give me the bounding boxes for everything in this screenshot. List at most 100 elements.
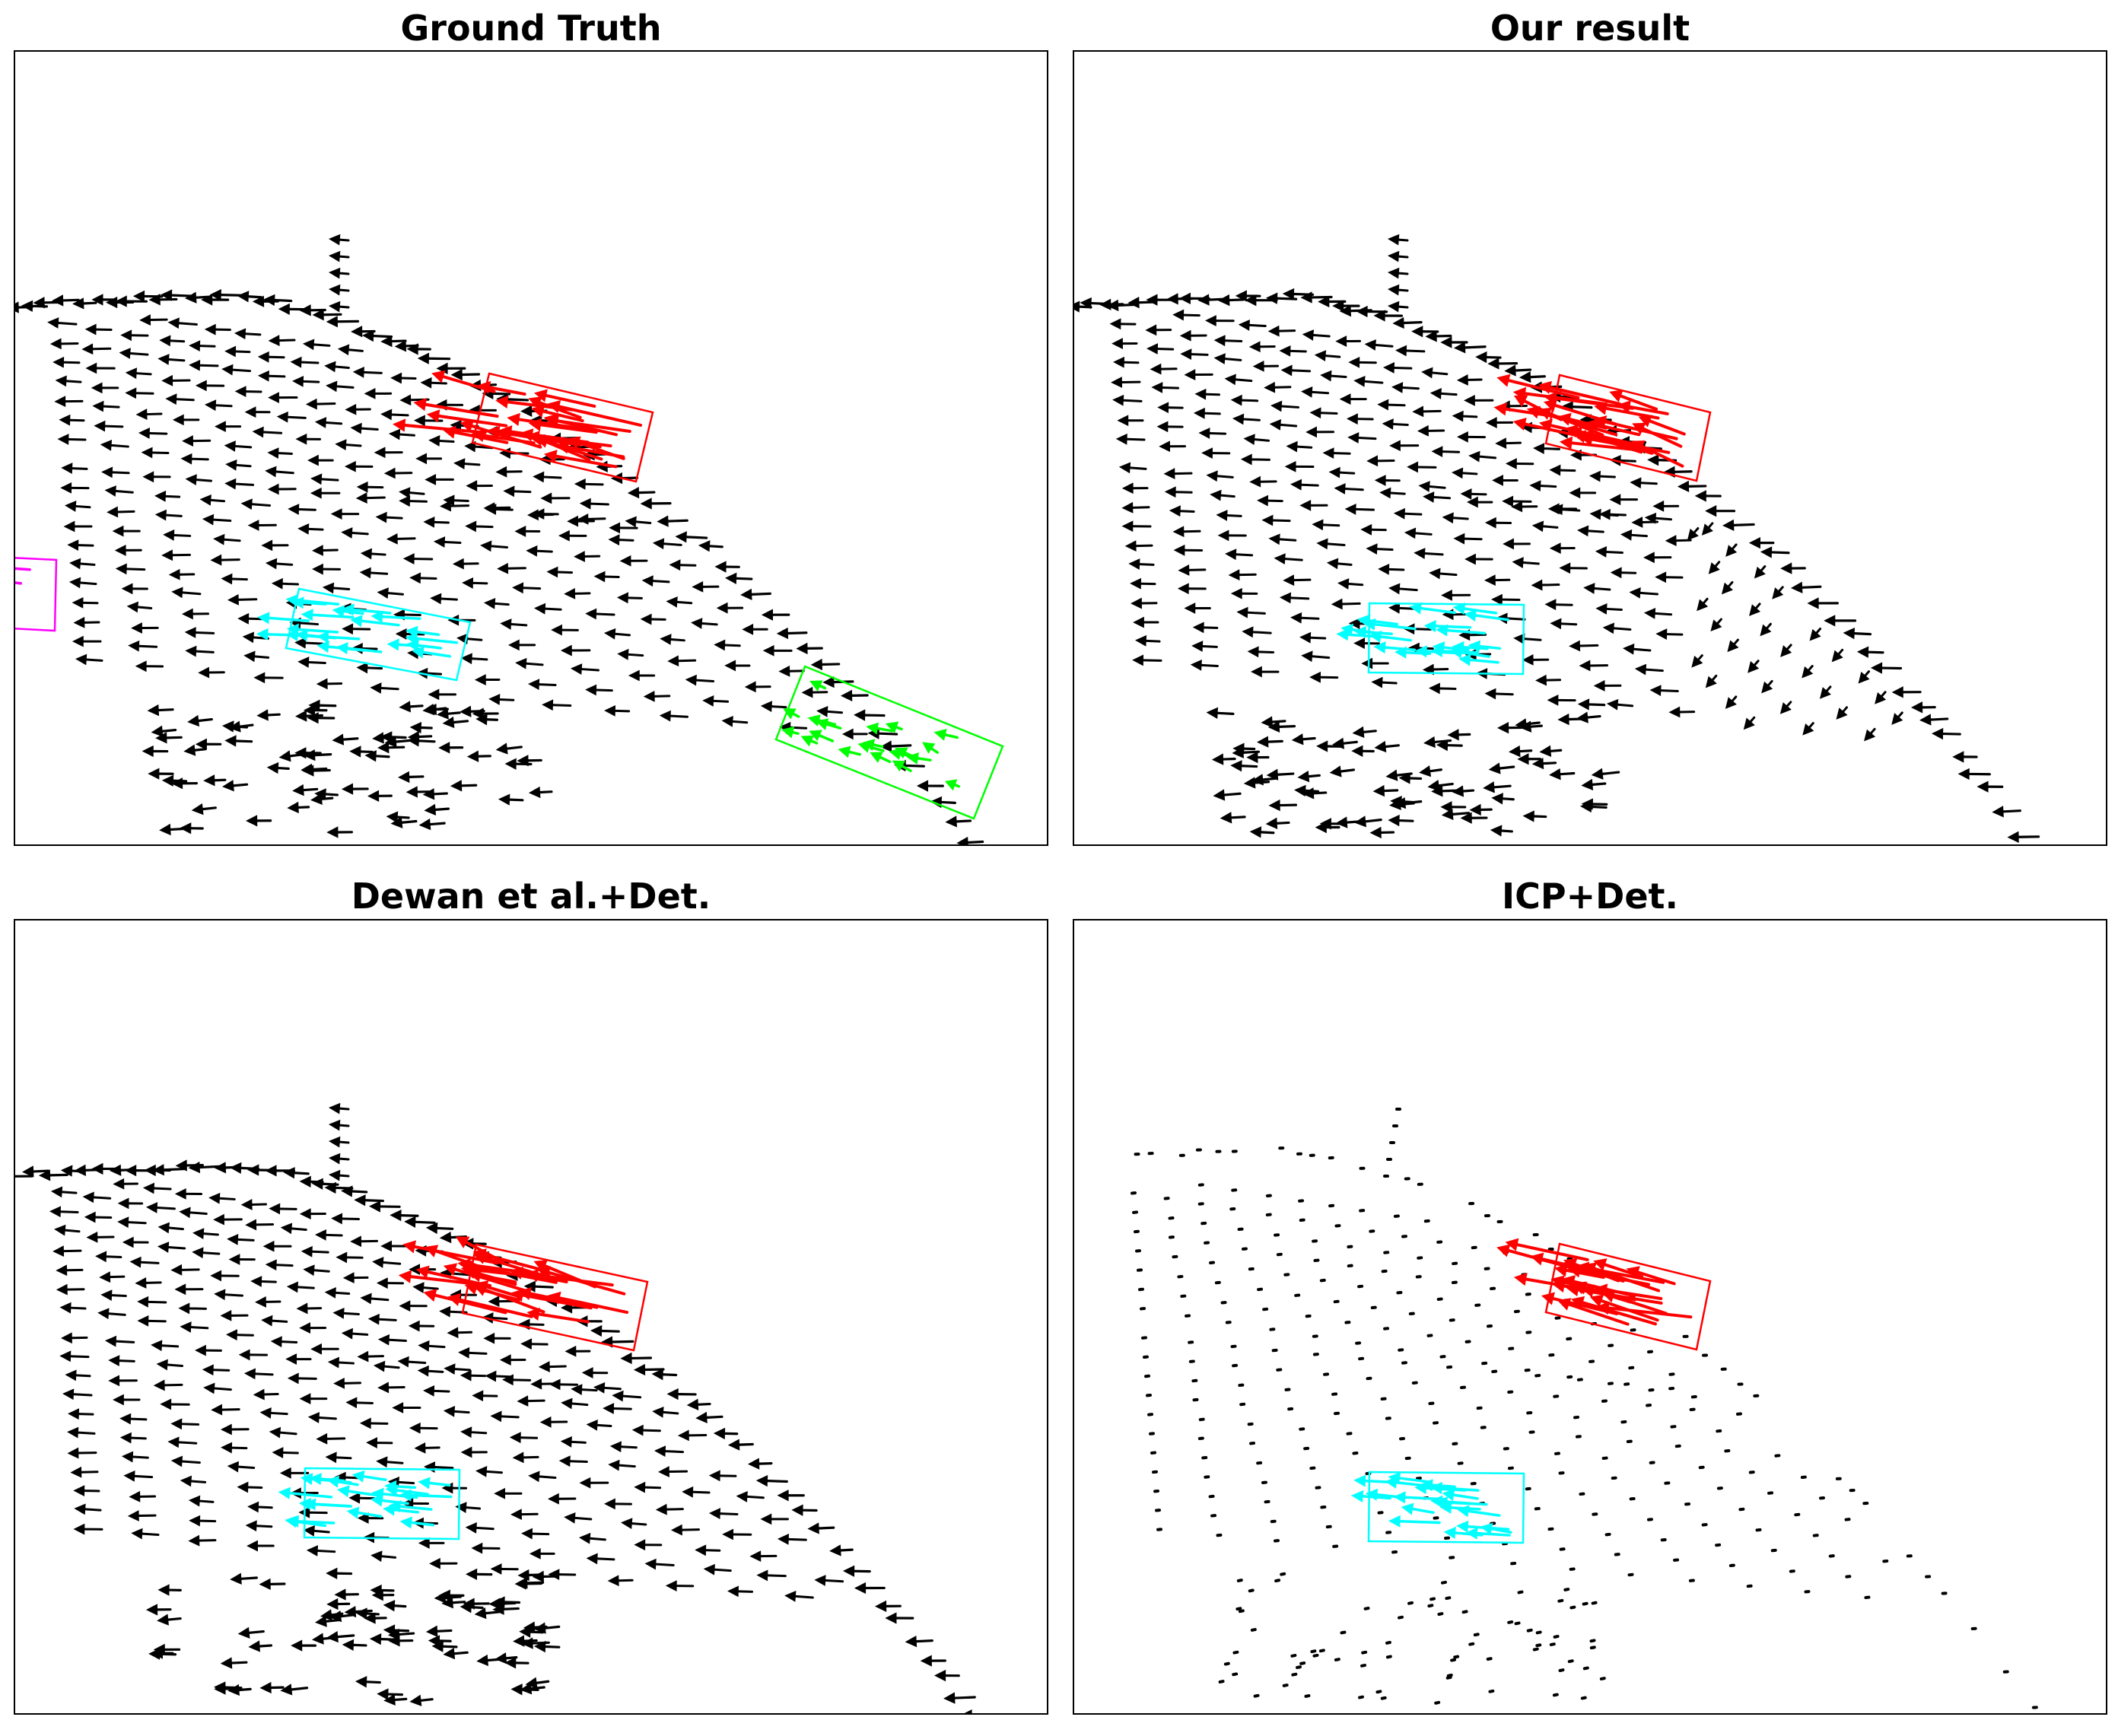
scene-flow-arrow — [514, 526, 541, 537]
scene-flow-arrow — [399, 495, 428, 507]
scene-flow-arrow — [1213, 335, 1243, 347]
scene-flow-arrow — [272, 1447, 299, 1458]
scene-flow-arrow — [1393, 507, 1423, 520]
scene-flow-arrow — [1457, 431, 1487, 443]
green-box-flow-arrow — [885, 721, 903, 733]
red-box-flow-arrow — [1496, 374, 1580, 399]
scene-flow-arrow — [429, 1557, 458, 1569]
scene-flow-arrow — [703, 1563, 732, 1575]
scene-flow-arrow — [203, 1382, 232, 1394]
scene-point — [1274, 1579, 1281, 1583]
scene-flow-arrow — [1428, 682, 1457, 695]
scene-flow-arrow — [364, 1612, 387, 1624]
scene-flow-arrow — [619, 555, 648, 567]
scene-flow-arrow — [148, 768, 174, 780]
scene-point — [1507, 1620, 1514, 1624]
scene-flow-arrow — [267, 447, 293, 459]
scene-flow-arrow — [634, 1481, 662, 1493]
scene-flow-arrow — [70, 1466, 99, 1478]
scene-flow-arrow — [1431, 446, 1461, 458]
edge-arrow — [1722, 519, 1755, 532]
scene-flow-arrow — [1509, 745, 1533, 758]
scene-flow-arrow — [1352, 726, 1377, 738]
scene-flow-arrow — [1395, 345, 1426, 357]
scene-flow-arrow — [641, 575, 670, 587]
scene-flow-arrow — [1113, 356, 1140, 368]
cyan-box-flow-arrow — [370, 1494, 409, 1507]
scene-flow-arrow — [372, 1257, 402, 1268]
scene-flow-arrow — [1121, 482, 1149, 494]
scene-flow-arrow — [1251, 774, 1278, 786]
scene-flow-arrow — [296, 1302, 323, 1315]
scene-flow-arrow — [577, 513, 606, 525]
scene-flow-arrow — [107, 506, 135, 518]
scene-flow-arrow — [65, 1369, 91, 1381]
scene-flow-arrow — [288, 504, 316, 515]
cyan-box-flow-arrow — [1436, 624, 1487, 637]
scene-flow-arrow — [333, 1377, 362, 1389]
scene-flow-arrow — [157, 1222, 184, 1234]
scene-flow-arrow — [325, 1451, 352, 1464]
red-box-flow-arrow — [507, 412, 595, 432]
edge-arrow — [854, 709, 886, 721]
scene-flow-arrow — [1109, 318, 1137, 330]
scene-flow-arrow — [171, 587, 202, 599]
scene-flow-arrow — [131, 1528, 160, 1540]
scene-flow-arrow — [652, 1407, 679, 1418]
scene-flow-arrow — [240, 1199, 268, 1210]
scene-flow-arrow — [640, 613, 666, 625]
scene-flow-arrow — [1302, 787, 1328, 800]
scene-flow-arrow — [49, 1206, 79, 1218]
scene-flow-arrow — [520, 1683, 545, 1695]
scene-flow-arrow — [326, 1567, 353, 1579]
cyan-box-flow-arrow — [291, 596, 327, 609]
scene-flow-arrow — [724, 660, 751, 672]
scene-flow-arrow — [1668, 706, 1696, 718]
red-box-flow-arrow — [475, 1280, 523, 1299]
scene-flow-arrow — [538, 1361, 567, 1372]
scene-flow-arrow — [1549, 768, 1576, 781]
scene-flow-arrow — [1216, 510, 1242, 521]
scene-flow-arrow — [268, 335, 296, 346]
scene-flow-arrow — [1335, 335, 1362, 347]
scene-flow-arrow — [460, 653, 488, 665]
scene-flow-arrow — [276, 411, 307, 423]
scene-flow-arrow — [292, 784, 319, 796]
scene-flow-arrow — [237, 1626, 265, 1639]
green-box — [774, 665, 1004, 820]
scene-flow-arrow — [1418, 481, 1446, 492]
edge-arrow — [791, 1504, 818, 1516]
scene-flow-arrow — [375, 511, 403, 523]
edge-arrow — [1475, 351, 1502, 364]
scene-flow-arrow — [1749, 603, 1761, 616]
scene-flow-arrow — [377, 1688, 404, 1700]
scene-flow-arrow — [161, 374, 191, 386]
scene-flow-arrow — [170, 1455, 201, 1467]
scene-point — [1532, 1647, 1539, 1652]
scene-point — [1453, 1655, 1460, 1659]
edge-arrow — [406, 343, 431, 355]
scene-point — [1473, 1633, 1480, 1637]
scene-flow-arrow — [383, 1600, 407, 1612]
scene-flow-arrow — [322, 582, 351, 594]
scene-flow-arrow — [409, 721, 433, 734]
pole-arrow — [329, 300, 350, 313]
scene-flow-arrow — [1305, 426, 1335, 438]
scene-flow-arrow — [59, 1350, 90, 1362]
scene-flow-arrow — [147, 704, 174, 717]
cyan-box-flow-arrow — [1353, 1474, 1391, 1487]
scene-flow-arrow — [533, 508, 559, 520]
edge-arrow — [943, 1692, 976, 1704]
scene-flow-arrow — [304, 749, 332, 761]
scene-flow-arrow — [1316, 740, 1344, 752]
scene-flow-arrow — [462, 577, 488, 589]
scene-flow-arrow — [153, 1643, 181, 1656]
scene-flow-arrow — [316, 678, 343, 690]
scene-flow-arrow — [59, 1302, 87, 1314]
scene-flow-arrow — [1485, 417, 1514, 428]
edge-arrow — [933, 1669, 960, 1682]
scene-flow-arrow — [1441, 590, 1471, 601]
scene-flow-arrow — [327, 1356, 355, 1369]
pole-arrow — [329, 1136, 350, 1148]
scene-flow-arrow — [558, 529, 587, 542]
